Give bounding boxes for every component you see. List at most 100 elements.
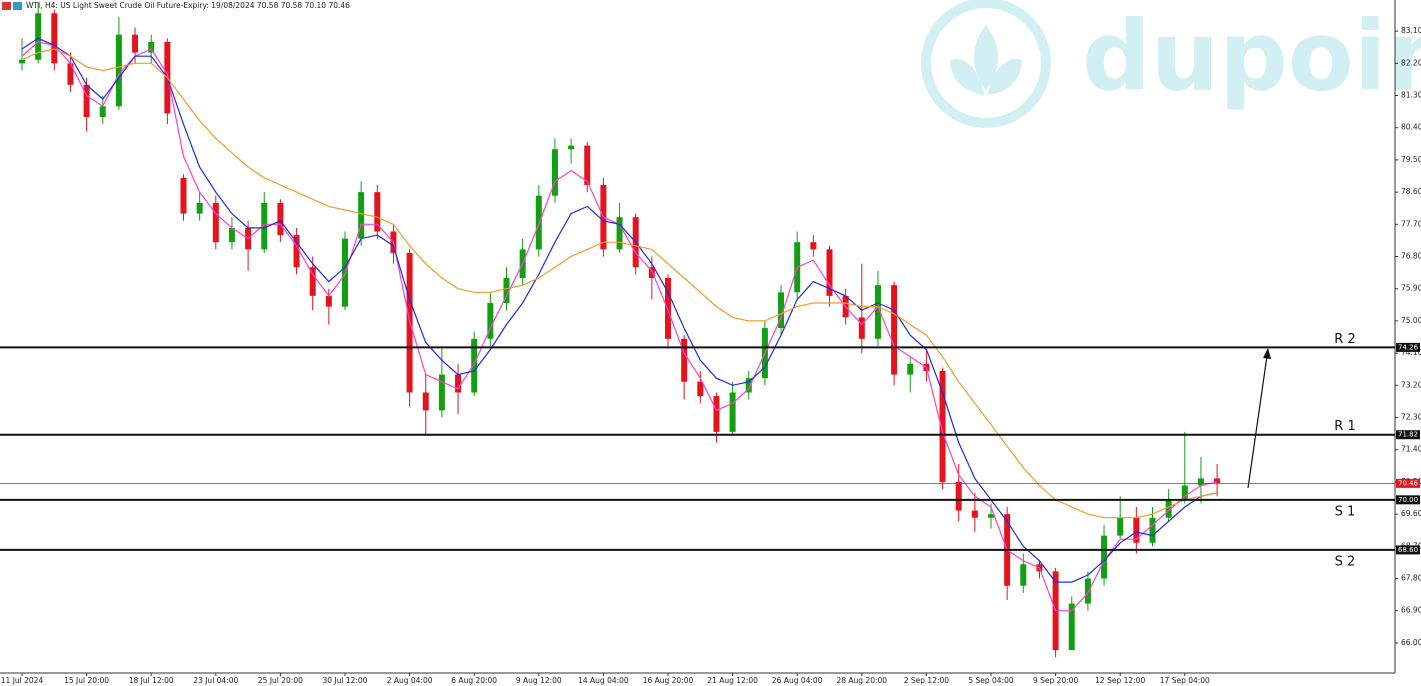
candle-body: [1165, 499, 1172, 518]
candle-body: [729, 392, 736, 432]
watermark-text: dupoin: [1082, 0, 1421, 112]
level-name: S 2: [1335, 554, 1356, 569]
candle-body: [487, 303, 494, 339]
candle-body: [1149, 517, 1156, 543]
x-tick-label: 30 Jul 12:00: [323, 676, 368, 685]
candle-body: [83, 84, 90, 117]
candle-body: [891, 285, 898, 375]
candle-body: [358, 192, 365, 239]
candle-body: [293, 235, 300, 268]
candle-body: [874, 285, 881, 339]
candle-body: [438, 374, 445, 411]
candle-body: [1133, 517, 1140, 543]
y-tick-label: 66.00: [1401, 638, 1421, 647]
y-tick-label: 72.30: [1401, 413, 1421, 422]
x-tick-label: 25 Jul 20:00: [258, 676, 303, 685]
x-tick-label: 23 Jul 04:00: [193, 676, 238, 685]
x-tick-label: 17 Sep 04:00: [1160, 676, 1210, 685]
candle-body: [228, 227, 235, 243]
level-label: 70.00: [1398, 496, 1418, 504]
watermark-logo: [921, 0, 1051, 128]
x-tick-label: 28 Aug 20:00: [837, 676, 888, 685]
candle-body: [1084, 578, 1091, 604]
candle-body: [665, 278, 671, 339]
candle-body: [325, 295, 332, 307]
candle-body: [697, 381, 704, 397]
x-tick-label: 11 Jul 2024: [1, 676, 44, 685]
y-tick-label: 75.90: [1401, 284, 1421, 293]
candle-body: [1101, 535, 1108, 579]
candle-body: [648, 267, 655, 279]
candle-body: [1181, 485, 1188, 500]
y-tick-label: 74.10: [1401, 348, 1421, 357]
candle-body: [99, 106, 106, 117]
candle-body: [422, 392, 429, 411]
level-label-box: [1396, 430, 1420, 440]
candle-body: [1068, 603, 1075, 651]
y-tick-label: 73.20: [1401, 380, 1421, 389]
candle-body: [1117, 517, 1124, 536]
level-label: 74.26: [1398, 343, 1419, 351]
candle-body: [858, 317, 865, 339]
candle-body: [681, 338, 688, 382]
chart-title: WTI, H4: US Light Sweet Crude Oil Future…: [26, 1, 350, 10]
forecast-arrowhead: [1263, 348, 1271, 359]
candles: [19, 2, 1221, 658]
y-tick-label: 79.50: [1401, 155, 1421, 164]
candle-body: [939, 371, 946, 482]
x-tick-label: 14 Aug 04:00: [578, 676, 629, 685]
x-tick-label: 6 Aug 20:00: [451, 676, 497, 685]
symbol-icon: [2, 2, 11, 10]
y-tick-label: 77.70: [1401, 219, 1421, 228]
watermark: dupoin: [921, 0, 1421, 128]
candle-body: [132, 34, 139, 53]
candle-body: [374, 192, 381, 232]
candle-body: [778, 292, 785, 329]
price-label-box: [1396, 478, 1420, 488]
x-tick-label: 9 Sep 20:00: [1033, 676, 1079, 685]
candle-body: [616, 217, 623, 250]
candle-body: [455, 374, 462, 393]
candle-body: [67, 63, 74, 85]
candle-body: [196, 202, 203, 214]
candle-body: [35, 13, 42, 60]
x-tick-label: 2 Aug 04:00: [387, 676, 433, 685]
y-tick-label: 81.30: [1401, 91, 1421, 100]
x-tick-label: 15 Jul 20:00: [64, 676, 109, 685]
level-label-box: [1396, 342, 1420, 352]
candle-body: [907, 363, 914, 375]
x-tick-label: 16 Aug 20:00: [643, 676, 694, 685]
moving-average-line: [21, 48, 1218, 519]
level-label: 71.82: [1398, 431, 1418, 439]
candle-body: [212, 202, 219, 243]
watermark-leaf: [950, 25, 1022, 95]
level-name: R 1: [1334, 419, 1355, 434]
candle-body: [955, 481, 962, 511]
candle-body: [51, 13, 58, 64]
candle-body: [1197, 478, 1204, 486]
y-tick-label: 66.90: [1401, 606, 1421, 615]
x-tick-label: 9 Aug 12:00: [516, 676, 562, 685]
candle-body: [115, 34, 122, 107]
x-tick-label: 12 Sep 12:00: [1095, 676, 1145, 685]
level-label: 68.60: [1398, 546, 1418, 554]
y-tick-label: 83.10: [1401, 26, 1421, 35]
moving-average-line: [21, 37, 1218, 583]
candle-body: [503, 278, 510, 304]
level-label-box: [1396, 545, 1420, 555]
candle-body: [810, 242, 817, 250]
candle-body: [988, 514, 994, 518]
timeframe-icon: [13, 2, 22, 10]
x-tick-label: 5 Sep 04:00: [968, 676, 1014, 685]
candle-body: [148, 41, 155, 53]
y-tick-label: 67.80: [1401, 574, 1421, 583]
candle-body: [277, 202, 284, 236]
level-name: R 2: [1334, 332, 1355, 347]
level-label-box: [1396, 495, 1420, 505]
price-label: 70.46: [1398, 479, 1419, 487]
moving-average-line: [21, 41, 1218, 612]
y-tick-label: 69.60: [1401, 509, 1421, 518]
y-tick-label: 71.40: [1401, 445, 1421, 454]
x-tick-label: 26 Aug 04:00: [772, 676, 823, 685]
candle-body: [713, 396, 720, 432]
